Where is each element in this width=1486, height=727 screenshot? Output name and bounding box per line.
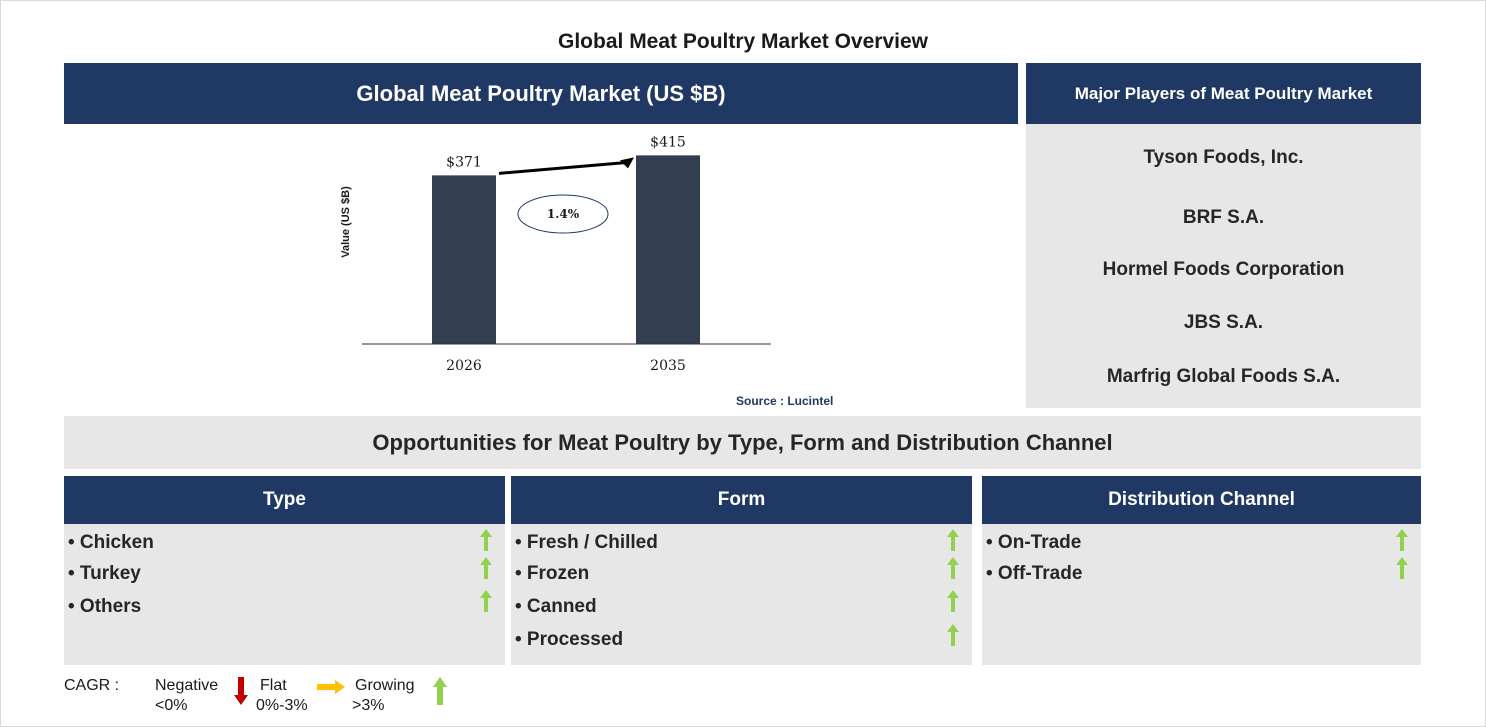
green-up-arrow-icon xyxy=(947,557,959,579)
legend-growing-range: >3% xyxy=(352,697,385,714)
segment-item: • Canned xyxy=(515,596,597,617)
form-column-header: Form xyxy=(511,476,972,524)
cagr-label: 1.4% xyxy=(547,207,580,221)
segment-item: • Others xyxy=(68,596,142,617)
bar-2026 xyxy=(432,175,496,344)
green-up-arrow-icon xyxy=(480,529,492,551)
cagr-arrow-line xyxy=(498,160,629,175)
chart-panel-header: Global Meat Poultry Market (US $B) xyxy=(64,63,1018,124)
channel-column-header: Distribution Channel xyxy=(982,476,1421,524)
player-hormel: Hormel Foods Corporation xyxy=(1102,259,1345,280)
green-up-arrow-icon xyxy=(947,624,959,646)
x-tick-label-2035: 2035 xyxy=(650,358,686,374)
legend-growing-name: Growing xyxy=(355,677,415,694)
segment-item: • Frozen xyxy=(515,563,590,584)
segment-item: • On-Trade xyxy=(986,532,1082,553)
source-note: Source : Lucintel xyxy=(736,394,834,408)
segment-item: • Chicken xyxy=(68,532,154,553)
players-header-label: Major Players of Meat Poultry Market xyxy=(1074,83,1373,103)
channel-column-title: Distribution Channel xyxy=(1108,489,1295,510)
type-column-title: Type xyxy=(263,489,306,510)
chart-panel-title: Global Meat Poultry Market (US $B) xyxy=(356,80,726,106)
player-marfrig: Marfrig Global Foods S.A. xyxy=(1106,366,1341,387)
green-up-arrow-icon xyxy=(947,590,959,612)
segment-item: • Processed xyxy=(515,629,624,650)
form-column-title: Form xyxy=(717,489,766,510)
segment-item: • Turkey xyxy=(68,563,141,584)
channel-column-body: • On-Trade • Off-Trade xyxy=(982,524,1421,665)
orange-right-arrow-icon xyxy=(317,680,345,694)
legend-flat-name: Flat xyxy=(260,677,287,694)
data-label-2035: $415 xyxy=(650,134,686,150)
green-up-arrow-icon xyxy=(1396,529,1408,551)
data-label-2026: $371 xyxy=(446,154,482,170)
player-jbs: JBS S.A. xyxy=(1183,312,1264,333)
market-bar-chart: Value (US $B) $371 2026 $415 2035 1.4% xyxy=(340,134,771,374)
green-up-arrow-icon xyxy=(433,677,447,705)
green-up-arrow-icon xyxy=(480,590,492,612)
type-column-body: • Chicken • Turkey • Others xyxy=(64,524,505,665)
segment-item: • Off-Trade xyxy=(986,563,1083,584)
legend-negative-name: Negative xyxy=(155,677,219,694)
green-up-arrow-icon xyxy=(1396,557,1408,579)
cagr-arrow-head xyxy=(620,157,634,169)
player-tyson: Tyson Foods, Inc. xyxy=(1143,147,1304,168)
type-column-header: Type xyxy=(64,476,505,524)
opportunities-header: Opportunities for Meat Poultry by Type, … xyxy=(64,416,1421,469)
legend-negative-range: <0% xyxy=(155,697,188,714)
cagr-legend-label: CAGR : xyxy=(64,677,120,694)
opportunities-title: Opportunities for Meat Poultry by Type, … xyxy=(372,429,1113,455)
green-up-arrow-icon xyxy=(947,529,959,551)
x-tick-label-2026: 2026 xyxy=(446,358,482,374)
players-panel: Tyson Foods, Inc. BRF S.A. Hormel Foods … xyxy=(1026,124,1421,408)
page-title: Global Meat Poultry Market Overview xyxy=(558,30,928,53)
form-column-body: • Fresh / Chilled • Frozen • Canned • Pr… xyxy=(511,524,972,665)
legend-flat-range: 0%-3% xyxy=(256,697,308,714)
players-header: Major Players of Meat Poultry Market xyxy=(1026,63,1421,124)
y-axis-label: Value (US $B) xyxy=(340,186,352,258)
bar-2035 xyxy=(636,155,700,344)
red-down-arrow-icon xyxy=(234,677,248,705)
player-brf: BRF S.A. xyxy=(1182,207,1265,228)
segment-item: • Fresh / Chilled xyxy=(515,532,658,553)
cagr-ellipse xyxy=(517,194,609,234)
green-up-arrow-icon xyxy=(480,557,492,579)
